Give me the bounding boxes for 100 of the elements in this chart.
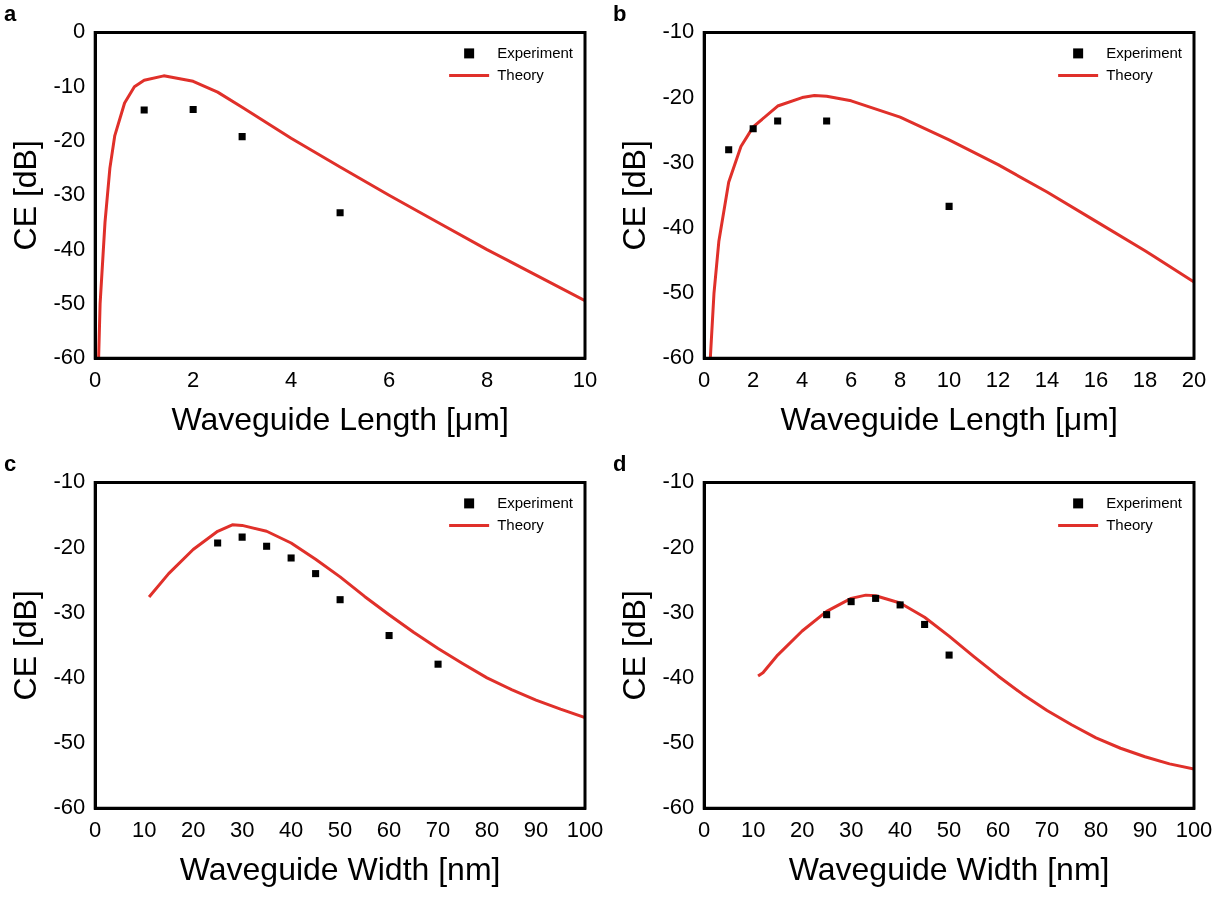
x-tick-label: 0 (89, 367, 102, 393)
y-tick-label: -20 (662, 83, 695, 109)
y-tick-label: -60 (53, 794, 86, 820)
x-tick-label: 20 (1181, 367, 1207, 393)
point (749, 125, 757, 133)
chart-title: a (4, 1, 17, 27)
x-tick-label: 50 (327, 817, 353, 843)
x-tick-label: 60 (376, 817, 402, 843)
x-tick-label: 8 (893, 367, 907, 393)
point (189, 105, 197, 114)
point (945, 651, 953, 659)
point (238, 533, 246, 541)
x-axis-title: Waveguide Width [nm] (179, 850, 501, 887)
x-tick-label: 12 (985, 367, 1011, 393)
y-tick-label: -10 (53, 72, 86, 98)
legend-label: Theory (1106, 515, 1154, 533)
x-axis-title: Waveguide Length [μm] (780, 400, 1118, 437)
point (921, 620, 929, 628)
y-tick-label: -50 (662, 729, 695, 755)
point (287, 554, 295, 562)
x-tick-label: 70 (1034, 817, 1060, 843)
point (140, 106, 148, 114)
x-tick-label: 8 (480, 367, 494, 393)
x-tick-label: 14 (1034, 367, 1060, 393)
y-tick-label: -10 (662, 18, 695, 44)
y-tick-label: -20 (662, 533, 695, 559)
y-tick-label: -30 (662, 148, 695, 174)
legend-label: Experiment (1106, 493, 1183, 511)
x-tick-label: 90 (523, 817, 549, 843)
x-tick-label: 10 (936, 367, 962, 393)
x-tick-label: 20 (180, 817, 206, 843)
y-tick-label: -20 (53, 533, 86, 559)
y-tick-label: -30 (53, 598, 86, 624)
chart-title: c (4, 451, 17, 477)
x-tick-label: 30 (838, 817, 864, 843)
x-tick-label: 40 (278, 817, 304, 843)
x-tick-label: 10 (572, 367, 598, 393)
y-tick-label: -50 (662, 279, 695, 305)
y-axis-title: CE [dB] (7, 590, 44, 701)
y-tick-label: -60 (662, 344, 695, 370)
point (945, 202, 953, 210)
legend-label: Experiment (497, 43, 574, 61)
x-tick-label: 0 (698, 817, 711, 843)
point (312, 570, 320, 578)
x-tick-label: 0 (698, 367, 711, 393)
point (896, 601, 904, 609)
point (214, 539, 222, 547)
x-tick-label: 16 (1083, 367, 1109, 393)
x-axis-title: Waveguide Width [nm] (788, 850, 1110, 887)
x-tick-label: 4 (796, 367, 809, 393)
x-tick-label: 80 (474, 817, 500, 843)
y-tick-label: -50 (53, 289, 86, 315)
point (336, 596, 344, 604)
y-tick-label: -40 (53, 235, 86, 261)
legend-label: Theory (497, 65, 545, 83)
point (434, 660, 442, 668)
point (823, 611, 831, 619)
y-tick-label: -40 (662, 663, 695, 689)
x-tick-label: 50 (936, 817, 962, 843)
x-tick-label: 20 (789, 817, 815, 843)
point (238, 133, 246, 141)
chart-title: b (613, 1, 627, 27)
legend-label: Experiment (497, 493, 574, 511)
point (847, 598, 855, 606)
y-axis-title: CE [dB] (7, 140, 44, 251)
point (725, 146, 733, 154)
y-tick-label: -10 (53, 468, 86, 494)
y-tick-label: 0 (72, 18, 86, 44)
y-axis-title: CE [dB] (616, 590, 653, 701)
x-tick-label: 10 (740, 817, 766, 843)
point (774, 117, 782, 125)
x-tick-label: 10 (131, 817, 157, 843)
point (823, 117, 831, 125)
y-tick-label: -40 (53, 663, 86, 689)
x-tick-label: 0 (89, 817, 102, 843)
point (385, 631, 393, 640)
y-tick-label: -40 (662, 213, 695, 239)
x-axis-title: Waveguide Length [μm] (171, 400, 509, 437)
point (263, 542, 271, 550)
x-tick-label: 40 (887, 817, 913, 843)
x-tick-label: 30 (229, 817, 255, 843)
y-tick-label: -60 (53, 344, 86, 370)
y-tick-label: -30 (53, 181, 86, 207)
x-tick-label: 80 (1083, 817, 1109, 843)
chart-title: d (613, 451, 627, 477)
x-tick-label: 18 (1132, 367, 1158, 393)
y-tick-label: -30 (662, 598, 695, 624)
point (872, 594, 880, 602)
legend-label: Theory (1106, 65, 1154, 83)
x-tick-label: 90 (1132, 817, 1158, 843)
legend-label: Experiment (1106, 43, 1183, 61)
y-tick-label: -60 (662, 794, 695, 820)
y-axis-title: CE [dB] (616, 140, 653, 251)
x-tick-label: 60 (985, 817, 1011, 843)
x-tick-label: 2 (747, 367, 760, 393)
x-tick-label: 6 (382, 367, 396, 393)
y-tick-label: -10 (662, 468, 695, 494)
x-tick-label: 100 (1175, 817, 1213, 843)
legend-label: Theory (497, 515, 545, 533)
y-tick-label: -50 (53, 729, 86, 755)
